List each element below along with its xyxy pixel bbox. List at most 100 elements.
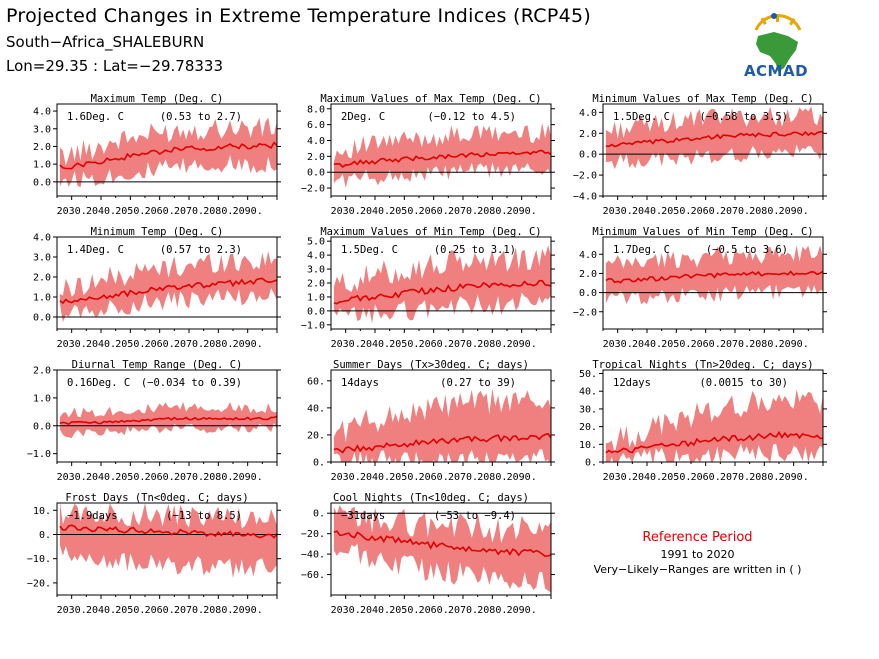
x-tick-label: 2060. bbox=[145, 605, 175, 616]
likely-range-band bbox=[59, 251, 277, 323]
y-tick-label: 1.0 bbox=[33, 160, 51, 171]
reference-period-block: Reference Period 1991 to 2020 Very−Likel… bbox=[590, 530, 805, 577]
region-label: South−Africa_SHALEBURN bbox=[6, 33, 205, 51]
x-tick-label: 2060. bbox=[691, 472, 721, 483]
likely-range-label: (−0.034 to 0.39) bbox=[141, 377, 242, 389]
median-line bbox=[333, 432, 551, 454]
x-tick-label: 2040. bbox=[86, 206, 116, 217]
likely-range-label: (0.57 to 2.3) bbox=[160, 244, 242, 256]
median-change-label: 14days bbox=[341, 377, 379, 389]
panel-title: Maximum Values of Min Temp (Deg. C) bbox=[320, 226, 541, 238]
likely-range-label: (0.53 to 2.7) bbox=[160, 111, 242, 123]
panel-title: Minimum Values of Min Temp (Deg. C) bbox=[592, 226, 813, 238]
likely-range-label: (0.0015 to 30) bbox=[699, 377, 788, 389]
y-tick-label: 20. bbox=[579, 422, 597, 433]
logo-text: ACMAD bbox=[743, 62, 809, 80]
x-tick-label: 2080. bbox=[203, 339, 233, 350]
median-line bbox=[333, 530, 551, 558]
x-tick-label: 2070. bbox=[720, 472, 750, 483]
x-tick-label: 2080. bbox=[749, 206, 779, 217]
likely-range-band bbox=[605, 389, 823, 462]
coordinates-label: Lon=29.35 : Lat=−29.78333 bbox=[6, 57, 224, 75]
plot-frame bbox=[602, 103, 824, 197]
y-tick-label: 0.0 bbox=[307, 306, 325, 317]
panel-9: 0. 10. 20. 30. 40. 50. 2030. 2040. 2050. 2060. 207… bbox=[579, 359, 827, 483]
plot-area bbox=[603, 245, 823, 305]
y-tick-label: 2.0 bbox=[33, 366, 51, 377]
median-line bbox=[605, 270, 823, 284]
median-change-label: −1.9days bbox=[67, 510, 118, 522]
x-tick-label: 2090. bbox=[507, 472, 537, 483]
y-tick-label: 3.0 bbox=[33, 253, 51, 264]
reference-years: 1991 to 2020 bbox=[660, 548, 735, 561]
plot-area bbox=[57, 503, 277, 579]
likely-range-label: (−0.5 to 3.6) bbox=[706, 244, 788, 256]
x-tick-label: 2040. bbox=[360, 206, 390, 217]
plot-area bbox=[57, 401, 277, 439]
likely-range-label: (−53 to −9.4) bbox=[434, 510, 516, 522]
panel-1: 0.0 1.0 2.0 3.0 4.0 2030. 2040. 2050. 2060. 2070.… bbox=[33, 93, 281, 217]
likely-range-band bbox=[605, 245, 823, 305]
y-tick-label: 60. bbox=[307, 376, 325, 387]
panel-title: Summer Days (Tx>30deg. C; days) bbox=[333, 359, 529, 371]
y-tick-label: 0.0 bbox=[307, 168, 325, 179]
median-change-label: 1.6Deg. C bbox=[67, 111, 124, 123]
median-line bbox=[333, 149, 551, 168]
y-tick-label: 0.0 bbox=[33, 177, 51, 188]
plot-area bbox=[603, 106, 823, 170]
likely-range-band bbox=[333, 245, 551, 324]
y-tick-label: 40. bbox=[307, 403, 325, 414]
x-tick-label: 2070. bbox=[174, 472, 204, 483]
x-tick-label: 2050. bbox=[115, 472, 145, 483]
x-tick-label: 2030. bbox=[603, 339, 633, 350]
x-tick-label: 2050. bbox=[389, 605, 419, 616]
x-tick-label: 2050. bbox=[115, 605, 145, 616]
panel-title: Tropical Nights (Tn>20deg. C; days) bbox=[592, 359, 813, 371]
plot-area bbox=[333, 388, 551, 462]
x-tick-label: 2090. bbox=[507, 206, 537, 217]
y-tick-label: 0.0 bbox=[33, 313, 51, 324]
x-tick-label: 2050. bbox=[661, 206, 691, 217]
median-line bbox=[605, 130, 823, 148]
x-tick-label: 2050. bbox=[115, 339, 145, 350]
panel-title: Minimum Values of Max Temp (Deg. C) bbox=[592, 93, 813, 105]
plot-frame bbox=[330, 502, 552, 596]
x-tick-label: 2050. bbox=[661, 472, 691, 483]
x-tick-label: 2090. bbox=[233, 472, 263, 483]
likely-range-band bbox=[59, 401, 277, 439]
likely-range-label: (0.27 to 39) bbox=[440, 377, 516, 389]
x-tick-label: 2070. bbox=[448, 472, 478, 483]
plot-frame bbox=[56, 236, 278, 330]
x-tick-label: 2080. bbox=[749, 339, 779, 350]
africa-map-logo-icon bbox=[754, 13, 802, 72]
x-tick-label: 2090. bbox=[779, 206, 809, 217]
x-tick-label: 2060. bbox=[691, 339, 721, 350]
panel-title: Frost Days (Tn<0deg. C; days) bbox=[65, 492, 248, 504]
panel-8: 0. 20. 40. 60. 2030. 2040. 2050. 2060. 2070. 2080… bbox=[307, 359, 555, 483]
panel-5: −1.0 0.0 1.0 2.0 3.0 4.0 5.0 2030. 2040. 2050. 206… bbox=[301, 226, 555, 350]
plot-area bbox=[331, 122, 551, 188]
likely-range-band bbox=[333, 505, 551, 593]
panel-title: Maximum Values of Max Temp (Deg. C) bbox=[320, 93, 541, 105]
y-tick-label: 0. bbox=[585, 458, 597, 469]
y-tick-label: 3.0 bbox=[307, 265, 325, 276]
plot-area bbox=[57, 251, 277, 323]
y-tick-label: −40. bbox=[301, 550, 325, 561]
plot-area bbox=[331, 505, 551, 593]
x-tick-label: 2070. bbox=[720, 206, 750, 217]
plot-area bbox=[57, 117, 277, 188]
x-tick-label: 2090. bbox=[507, 339, 537, 350]
plot-area bbox=[331, 245, 551, 324]
y-tick-label: 10. bbox=[579, 440, 597, 451]
y-tick-label: −20. bbox=[27, 578, 51, 589]
figure-title: Projected Changes in Extreme Temperature… bbox=[6, 5, 592, 27]
y-tick-label: 6.0 bbox=[307, 120, 325, 131]
x-tick-label: 2080. bbox=[477, 206, 507, 217]
likely-range-label: (0.25 to 3.1) bbox=[434, 244, 516, 256]
median-line bbox=[605, 430, 823, 454]
x-tick-label: 2030. bbox=[57, 605, 87, 616]
y-tick-label: −60. bbox=[301, 570, 325, 581]
likely-range-label: (−0.12 to 4.5) bbox=[427, 111, 516, 123]
y-tick-label: 2.0 bbox=[579, 129, 597, 140]
median-line bbox=[333, 279, 551, 305]
